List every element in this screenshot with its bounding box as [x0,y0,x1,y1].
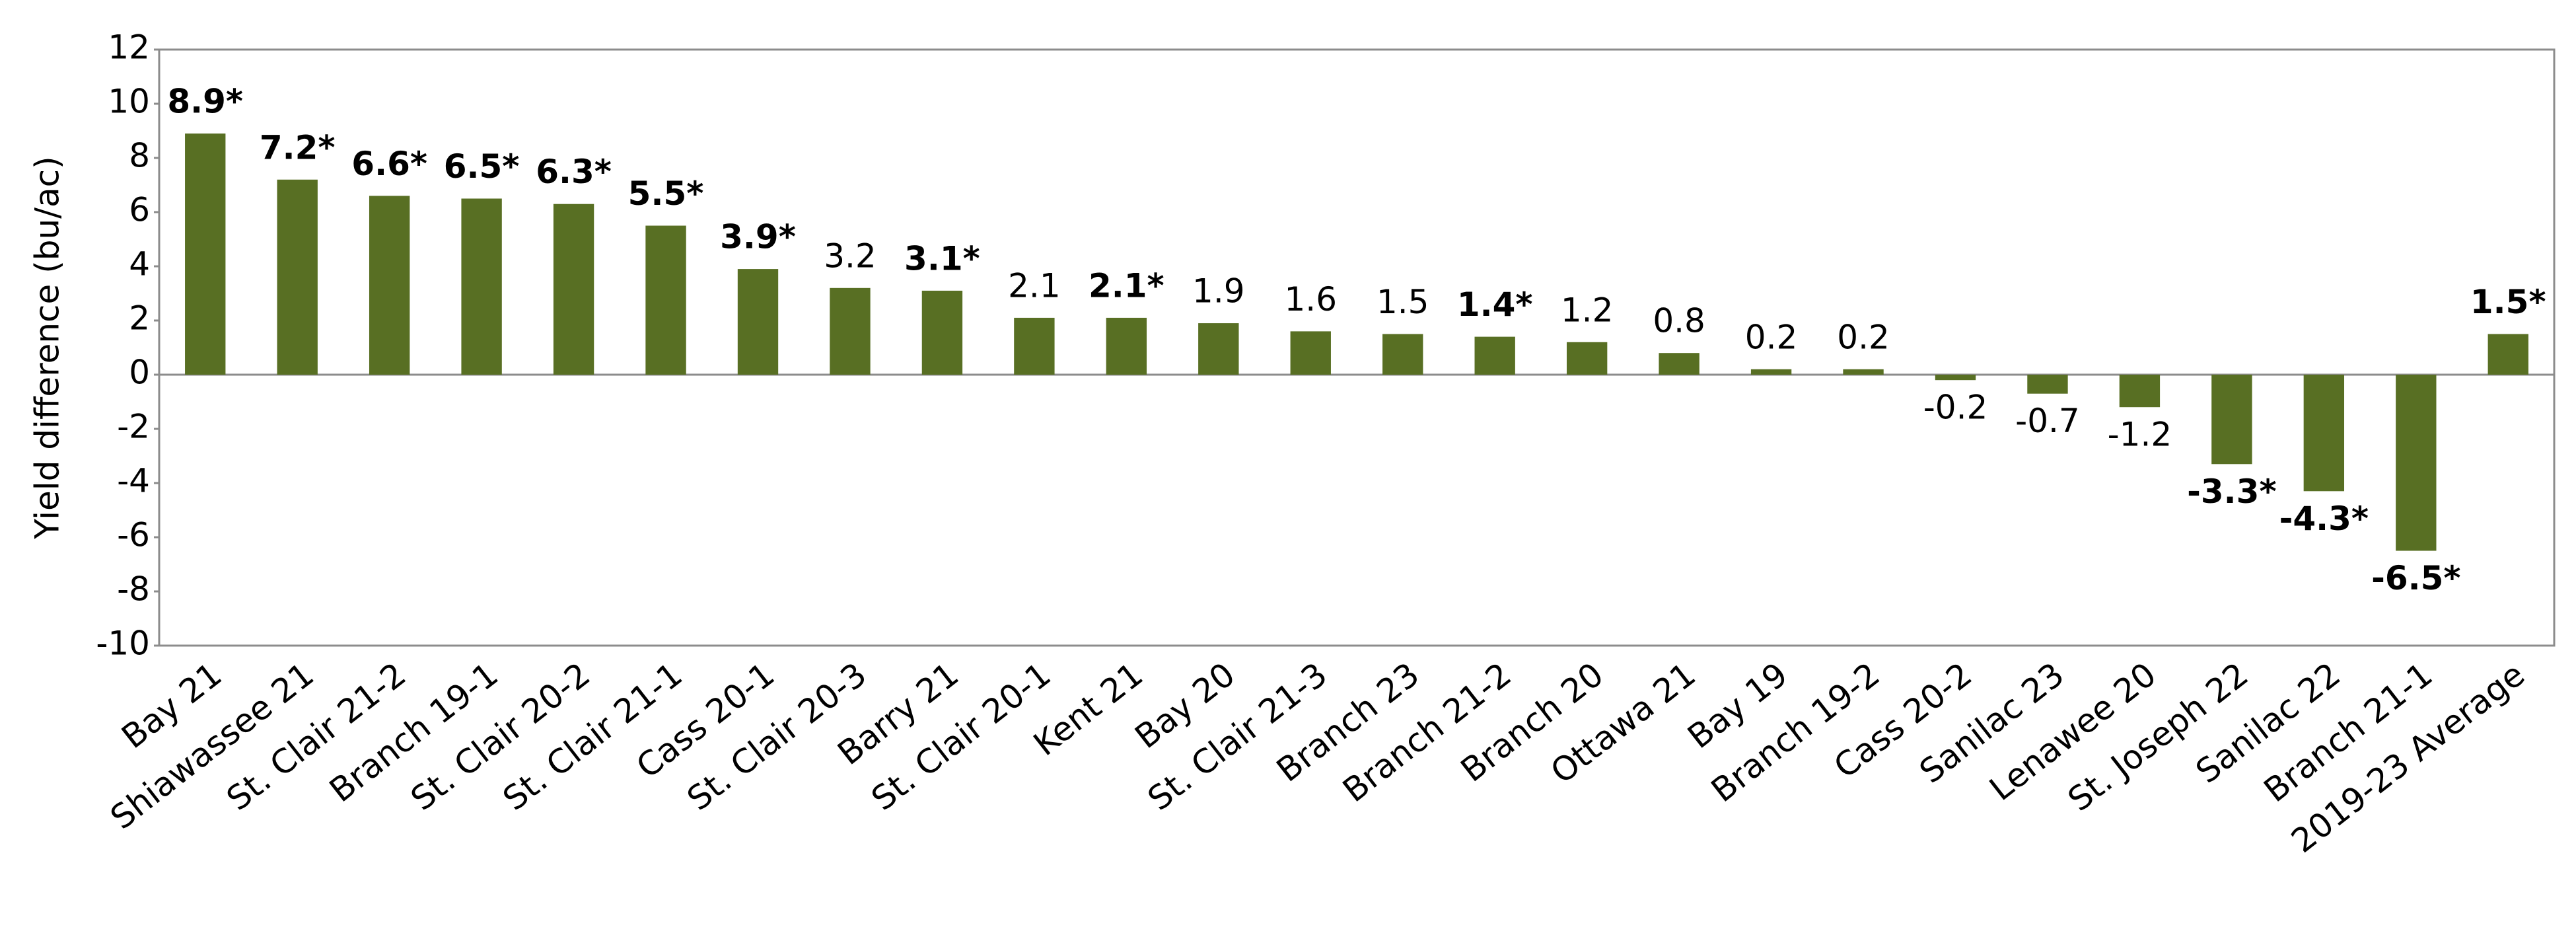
y-tick-label: 2 [129,299,150,338]
value-label: -3.3* [2187,472,2276,511]
bar [2487,334,2528,375]
value-label: 1.4* [1457,285,1533,324]
bar [1014,317,1055,375]
bar [1843,369,1884,375]
plot-frame [158,48,2556,647]
y-tick-label: -6 [117,516,150,554]
bar [921,290,963,375]
bar [1566,342,1608,375]
bar [1198,323,1239,375]
bar [369,196,410,375]
bar [1659,353,1699,375]
value-label: 1.9 [1192,272,1245,311]
value-label: 0.2 [1837,318,1890,356]
value-label: 6.6* [351,145,427,183]
value-label: -1.2 [2108,416,2172,454]
value-label: -6.5* [2371,559,2460,597]
bar [461,198,502,375]
value-label: 0.8 [1653,302,1705,340]
value-label: -0.2 [1923,389,1988,427]
value-label: 1.5 [1377,283,1429,321]
y-axis-label: Yield difference (bu/ac) [28,156,67,539]
value-label: 2.1* [1089,266,1164,305]
bar [737,269,779,375]
bar [185,133,226,375]
value-label: 5.5* [628,174,704,213]
bar [1290,331,1331,375]
y-tick-label: 12 [108,28,150,67]
value-label: 1.5* [2470,283,2546,321]
y-tick-label: -10 [96,624,150,663]
value-label: 1.2 [1561,291,1614,329]
y-tick-label: -8 [117,570,150,609]
bar [2027,375,2068,394]
value-label: 0.2 [1745,318,1798,356]
bar [1750,369,1792,375]
bar [830,287,871,375]
y-tick-label: 10 [108,83,150,121]
value-label: 6.5* [444,147,520,186]
bar [2211,375,2252,465]
value-label: 7.2* [260,128,336,167]
y-tick-label: -2 [117,408,150,446]
value-label: 1.6 [1285,280,1338,319]
y-tick-label: 8 [129,137,150,175]
y-tick-label: 6 [129,191,150,229]
value-label: 6.3* [536,153,612,191]
bar [1935,375,1976,381]
bar [2303,375,2345,492]
value-label: -0.7 [2015,402,2080,440]
bar [277,179,318,375]
bar [645,225,686,375]
value-label: 8.9* [167,83,243,121]
value-label: -4.3* [2279,500,2369,538]
value-label: 3.9* [720,218,796,256]
bar [2396,375,2437,551]
bar [553,204,594,375]
y-tick-label: 4 [129,245,150,283]
y-tick-label: 0 [129,354,150,392]
bar [1474,336,1515,375]
value-label: 3.2 [824,237,877,275]
value-label: 2.1 [1008,266,1061,305]
bar [1106,317,1147,375]
value-label: 3.1* [904,239,980,278]
bar [2119,375,2161,408]
y-tick-label: -4 [117,462,150,500]
bar [1382,334,1423,375]
